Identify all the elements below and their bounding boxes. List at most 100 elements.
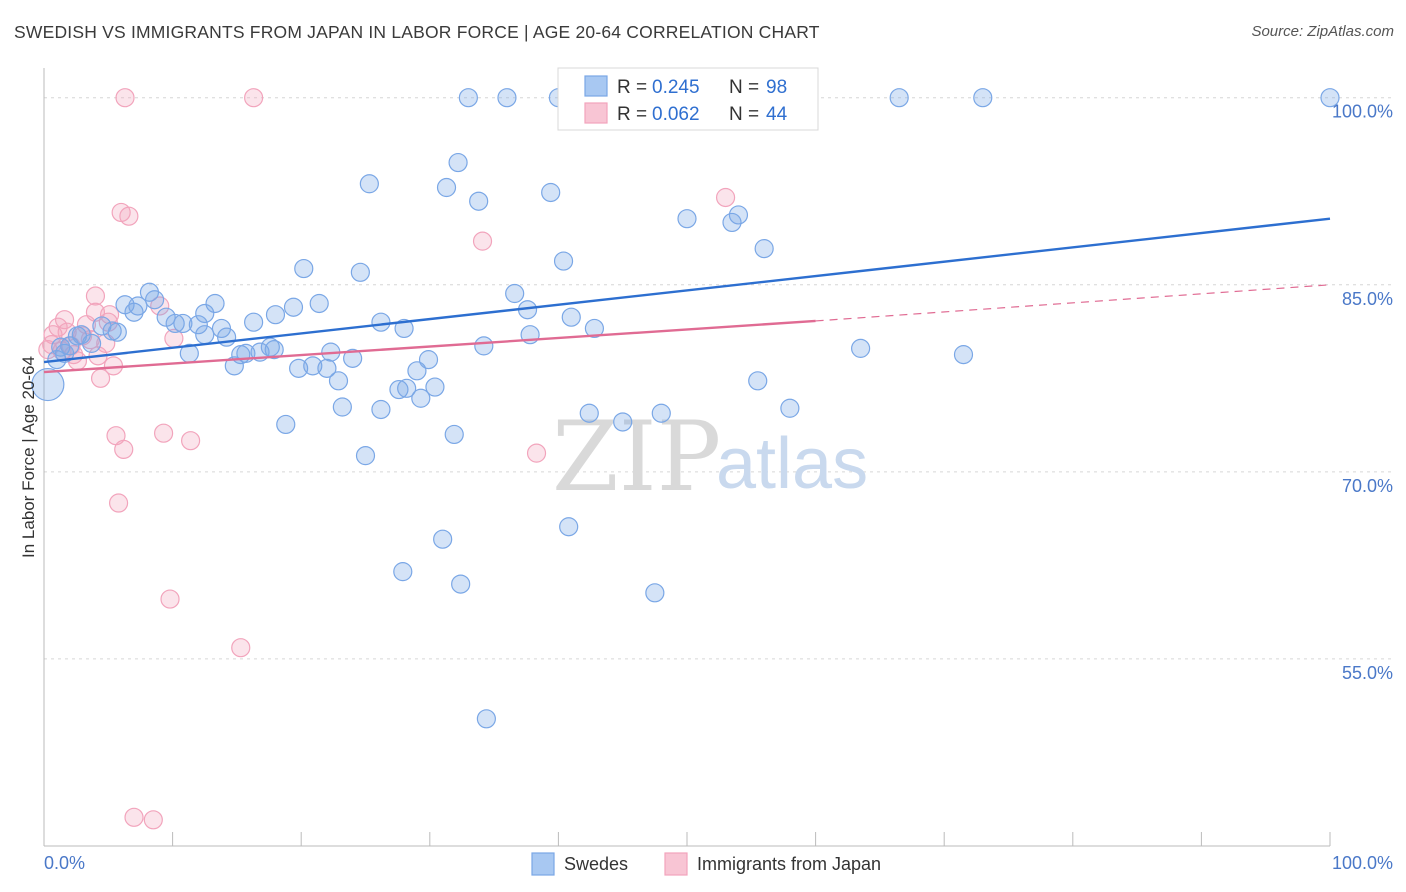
japan-point-20 xyxy=(103,356,124,376)
japan-point-25 xyxy=(115,88,135,108)
swedes-point-42 xyxy=(328,371,349,391)
japan-trend-line-extrapolated xyxy=(815,284,1331,322)
swedes-point-38 xyxy=(303,356,323,376)
legend-r-value-2: 0.062 xyxy=(652,104,700,125)
y-tick-labels: 55.0% 70.0% 85.0% 100.0% xyxy=(1332,102,1393,683)
japan-point-29 xyxy=(150,296,170,316)
swedes-point-91 xyxy=(953,345,974,365)
japan-point-31 xyxy=(160,589,180,609)
swedes-point-83 xyxy=(677,209,697,229)
swedes-point-57 xyxy=(425,377,445,397)
japan-point-22 xyxy=(108,493,129,513)
y-tick-label-3: 100.0% xyxy=(1332,102,1393,122)
swedes-point-54 xyxy=(407,361,427,381)
x-tick-label-min: 0.0% xyxy=(44,853,85,873)
stats-legend: R = 0.245 N = 98 R = 0.062 N = 44 xyxy=(557,67,819,131)
series-swedes xyxy=(31,88,1340,729)
swedes-point-85 xyxy=(728,205,749,225)
japan-trend-line xyxy=(43,319,816,374)
swedes-point-53 xyxy=(393,562,413,582)
swedes-point-82 xyxy=(651,403,671,423)
japan-point-5 xyxy=(54,310,75,330)
y-tick-label-2: 85.0% xyxy=(1342,289,1393,309)
swedes-point-66 xyxy=(476,709,496,729)
swedes-point-78 xyxy=(584,318,605,339)
swedes-point-40 xyxy=(317,358,337,378)
swedes-point-0 xyxy=(31,367,65,402)
swedes-point-21 xyxy=(195,325,215,345)
swedes-point-62 xyxy=(451,574,471,594)
japan-point-14 xyxy=(85,286,106,306)
swedes-point-63 xyxy=(458,88,478,108)
swedes-point-18 xyxy=(173,313,193,334)
japan-point-27 xyxy=(124,807,144,827)
swedes-point-50 xyxy=(389,379,409,400)
swedes-point-52 xyxy=(394,318,414,339)
swedes-point-39 xyxy=(309,293,329,314)
swedes-point-89 xyxy=(851,338,871,358)
swedes-point-36 xyxy=(289,358,309,378)
swedes-point-33 xyxy=(265,305,286,325)
swedes-trend-line xyxy=(43,217,1331,364)
swedes-point-58 xyxy=(433,529,453,549)
swedes-point-35 xyxy=(283,297,304,317)
legend-r-label-1: R = xyxy=(617,77,647,98)
y-tick-label-1: 70.0% xyxy=(1342,476,1393,496)
japan-point-30 xyxy=(153,423,174,443)
swedes-point-4 xyxy=(60,336,80,356)
swedes-point-47 xyxy=(355,446,376,466)
japan-point-24 xyxy=(114,439,134,460)
swedes-point-37 xyxy=(294,258,314,279)
legend-swatch-swedes xyxy=(584,75,608,97)
swedes-point-88 xyxy=(780,398,800,418)
swedes-point-55 xyxy=(411,388,431,408)
gridlines xyxy=(44,97,1393,660)
series-immigrants-from-japan xyxy=(38,88,736,830)
swedes-point-23 xyxy=(205,293,225,314)
swedes-point-93 xyxy=(1320,88,1340,108)
swedes-point-26 xyxy=(224,356,244,376)
swedes-point-51 xyxy=(397,378,417,398)
legend-n-value-2: 44 xyxy=(766,104,788,125)
swedes-point-22 xyxy=(195,303,215,324)
swedes-point-61 xyxy=(448,152,468,173)
chart-title: SWEDISH VS IMMIGRANTS FROM JAPAN IN LABO… xyxy=(14,22,820,42)
japan-point-3 xyxy=(48,317,68,337)
swedes-point-79 xyxy=(613,412,633,432)
source-label: Source: ZipAtlas.com xyxy=(1251,23,1394,40)
japan-point-33 xyxy=(181,431,201,451)
swedes-point-32 xyxy=(264,340,284,360)
swedes-point-56 xyxy=(418,350,439,370)
swedes-point-73 xyxy=(553,251,574,271)
swedes-point-59 xyxy=(436,177,457,198)
legend-n-label-1: N = xyxy=(729,77,759,98)
legend-n-value-1: 98 xyxy=(766,77,787,98)
swedes-point-45 xyxy=(350,262,370,282)
watermark-zip: ZIP xyxy=(552,401,721,513)
bottom-legend-label-swedes: Swedes xyxy=(564,854,628,874)
swedes-point-13 xyxy=(128,296,148,316)
swedes-point-48 xyxy=(371,399,391,420)
swedes-point-7 xyxy=(81,333,102,353)
x-tick-label-max: 100.0% xyxy=(1332,853,1393,873)
series-legend: Swedes Immigrants from Japan xyxy=(531,852,881,876)
swedes-point-77 xyxy=(579,403,599,423)
japan-point-19 xyxy=(99,305,120,325)
y-axis-label: In Labor Force | Age 20-64 xyxy=(19,356,38,558)
legend-r-value-1: 0.245 xyxy=(652,77,700,98)
swedes-point-71 xyxy=(541,182,561,203)
swedes-point-84 xyxy=(722,212,742,233)
legend-n-label-2: N = xyxy=(729,104,759,125)
x-ticks xyxy=(43,832,1331,846)
swedes-point-92 xyxy=(973,88,993,108)
japan-point-36 xyxy=(472,231,493,251)
swedes-point-67 xyxy=(497,88,517,108)
japan-point-34 xyxy=(231,638,251,658)
japan-point-28 xyxy=(143,810,163,830)
swedes-point-64 xyxy=(469,191,489,211)
swedes-point-60 xyxy=(444,424,464,445)
swedes-point-81 xyxy=(645,583,665,603)
y-tick-label-0: 55.0% xyxy=(1342,663,1393,683)
swedes-point-15 xyxy=(144,290,165,310)
